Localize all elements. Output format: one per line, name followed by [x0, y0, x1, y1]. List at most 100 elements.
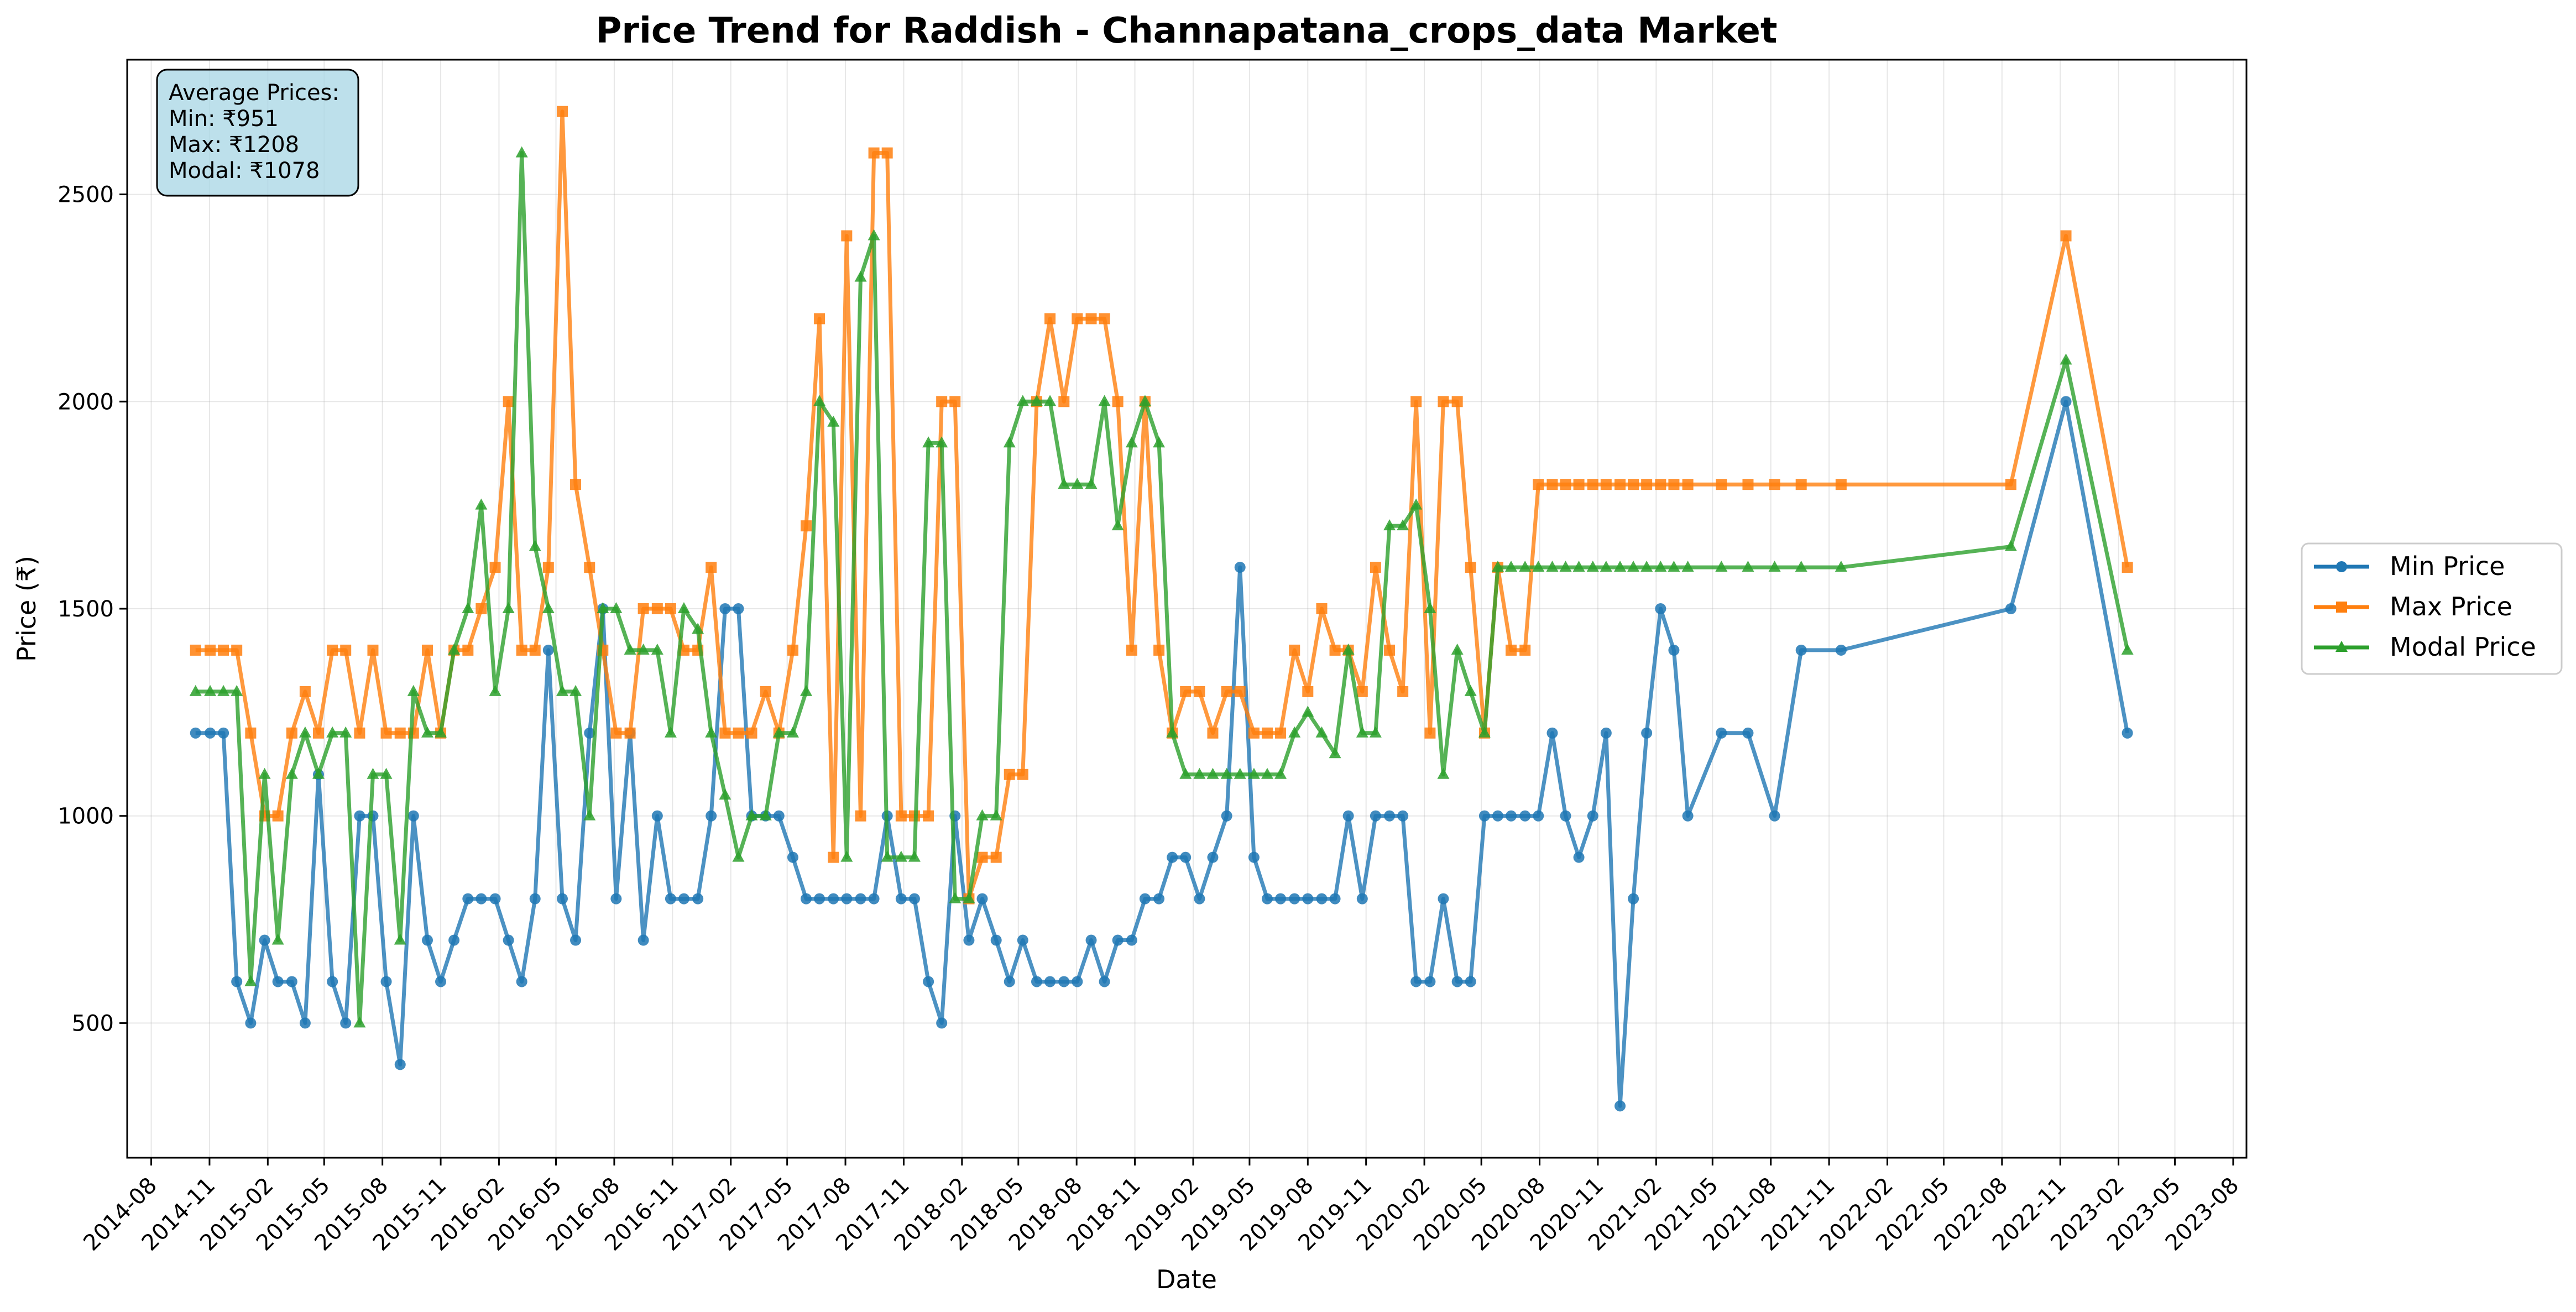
data-point-modal-price [1356, 726, 1368, 738]
data-point-modal-price [772, 726, 785, 738]
data-point-max-price [1573, 479, 1585, 490]
data-point-modal-price [1383, 519, 1396, 531]
data-point-modal-price [1329, 747, 1341, 759]
data-point-modal-price [394, 933, 406, 945]
data-point-max-price [1655, 479, 1666, 490]
data-point-modal-price [407, 684, 420, 696]
data-point-modal-price [529, 540, 541, 551]
data-point-min-price [1004, 976, 1015, 987]
data-point-modal-price [1274, 767, 1287, 779]
data-point-min-price [286, 976, 297, 987]
data-point-max-price [503, 396, 514, 407]
data-point-min-price [503, 934, 514, 946]
data-point-min-price [421, 934, 433, 946]
data-point-max-price [638, 603, 649, 614]
data-point-min-price [1112, 934, 1124, 946]
y-tick-label: 2000 [58, 389, 114, 415]
data-point-min-price [1099, 976, 1110, 987]
data-point-modal-price [475, 498, 488, 510]
data-point-min-price [1261, 893, 1273, 905]
data-point-max-price [556, 106, 568, 117]
data-point-min-price [1234, 562, 1246, 573]
data-point-min-price [828, 893, 839, 905]
data-point-max-price [1112, 396, 1124, 407]
data-point-max-price [380, 727, 392, 739]
data-point-min-price [1835, 644, 1847, 656]
data-point-modal-price [583, 809, 596, 820]
data-point-min-price [1519, 810, 1531, 822]
data-point-max-price [1682, 479, 1694, 490]
data-point-min-price [976, 893, 988, 905]
data-point-modal-price [299, 726, 311, 738]
data-point-min-price [692, 893, 704, 905]
data-point-min-price [733, 603, 744, 614]
data-point-max-price [923, 810, 934, 822]
data-point-min-price [895, 893, 907, 905]
data-point-max-price [1085, 313, 1097, 325]
data-point-max-price [462, 644, 474, 656]
data-point-modal-price [597, 602, 609, 613]
data-point-min-price [855, 893, 866, 905]
data-point-min-price [1506, 810, 1517, 822]
legend-label-min-price: Min Price [2390, 551, 2505, 581]
data-point-min-price [1451, 976, 1463, 987]
chart-title: Price Trend for Raddish - Channapatana_c… [595, 11, 1777, 51]
data-point-min-price [584, 727, 595, 739]
data-point-modal-price [231, 684, 243, 696]
data-point-modal-price [217, 684, 230, 696]
data-point-modal-price [515, 146, 528, 158]
data-point-max-price [542, 562, 554, 573]
data-point-modal-price [677, 602, 690, 613]
data-point-modal-price [1668, 561, 1680, 572]
data-point-max-price [651, 603, 663, 614]
data-point-min-price [1275, 893, 1287, 905]
data-point-min-price [963, 934, 975, 946]
stats-box-min: Min: ₹951 [169, 106, 279, 132]
data-point-modal-price [936, 436, 948, 448]
data-point-min-price [1342, 810, 1354, 822]
data-point-modal-price [1437, 767, 1450, 779]
data-point-max-price [733, 727, 744, 739]
x-axis-label: Date [1156, 1264, 1217, 1294]
data-point-max-price [665, 603, 676, 614]
data-point-modal-price [1044, 395, 1057, 406]
data-point-max-price [1397, 686, 1409, 697]
legend-marker-min-price [2336, 561, 2347, 572]
data-point-min-price [1072, 976, 1083, 987]
data-point-max-price [570, 479, 582, 490]
data-point-max-price [394, 727, 406, 739]
data-point-modal-price [1111, 519, 1124, 531]
data-point-min-price [570, 934, 582, 946]
data-point-min-price [1614, 1100, 1626, 1112]
data-point-max-price [1628, 479, 1639, 490]
data-point-modal-price [2004, 540, 2017, 551]
data-point-max-price [2005, 479, 2016, 490]
data-point-min-price [801, 893, 812, 905]
data-point-max-price [1302, 686, 1314, 697]
data-point-max-price [1207, 727, 1219, 739]
data-point-min-price [1682, 810, 1694, 822]
data-point-modal-price [1166, 726, 1179, 738]
data-point-max-price [218, 644, 229, 656]
data-point-max-price [760, 686, 771, 697]
data-point-min-price [1370, 810, 1381, 822]
data-point-max-price [1180, 686, 1192, 697]
data-point-modal-price [881, 850, 893, 862]
data-point-min-price [476, 893, 487, 905]
data-point-modal-price [502, 602, 515, 613]
data-point-min-price [448, 934, 460, 946]
data-point-max-price [2122, 562, 2133, 573]
data-point-max-price [706, 562, 717, 573]
data-point-max-price [1194, 686, 1205, 697]
y-axis-label: Price (₹) [12, 556, 41, 662]
data-point-min-price [394, 1059, 406, 1070]
data-point-max-price [1275, 727, 1287, 739]
data-point-max-price [1451, 396, 1463, 407]
y-tick-label: 500 [72, 1011, 114, 1036]
legend-marker-modal-price [2335, 641, 2348, 652]
data-point-min-price [1795, 644, 1807, 656]
data-point-max-price [881, 147, 893, 159]
data-point-min-price [908, 893, 920, 905]
data-point-modal-price [1003, 436, 1016, 448]
data-point-max-price [1126, 644, 1137, 656]
